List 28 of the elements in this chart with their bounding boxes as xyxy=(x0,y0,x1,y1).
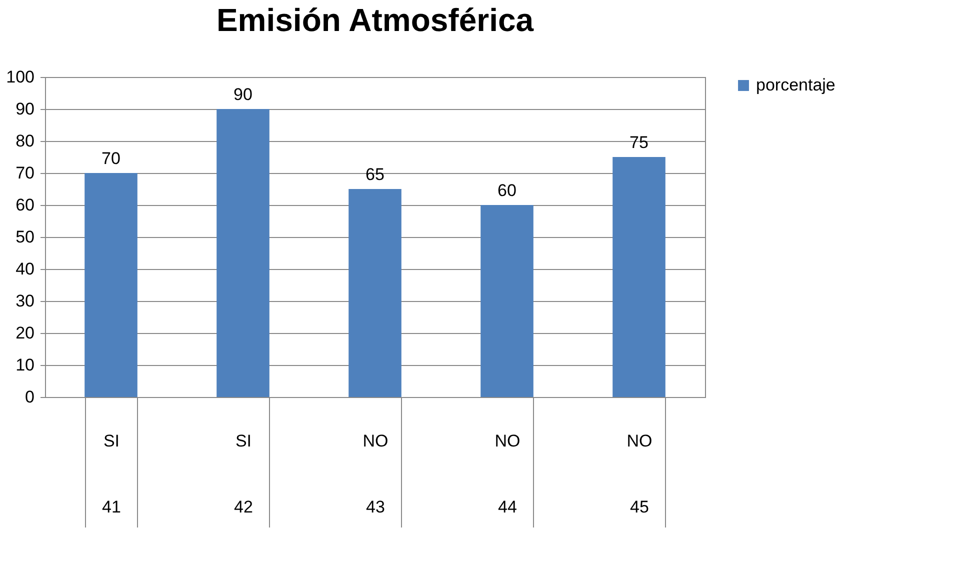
bar xyxy=(348,189,402,397)
y-tick-label: 100 xyxy=(6,68,34,86)
legend-label: porcentaje xyxy=(756,76,836,94)
data-label: 60 xyxy=(498,181,516,200)
category-label: SI 41 xyxy=(102,432,121,516)
data-label: 90 xyxy=(234,85,252,104)
y-tick-label: 80 xyxy=(16,132,34,150)
category-label: NO 44 xyxy=(494,432,520,516)
y-tick-label: 90 xyxy=(16,100,34,118)
bar xyxy=(216,109,270,397)
category-label: SI 42 xyxy=(234,432,253,516)
category-label: NO 43 xyxy=(362,432,388,516)
y-tick-label: 20 xyxy=(16,324,34,342)
y-tick-label: 70 xyxy=(16,164,34,182)
bar xyxy=(612,157,666,397)
bar xyxy=(84,173,138,397)
bar xyxy=(480,205,534,397)
category-label: NO 45 xyxy=(626,432,652,516)
y-tick-label: 0 xyxy=(25,388,34,406)
y-tick-label: 40 xyxy=(16,260,34,278)
data-label: 70 xyxy=(102,149,120,168)
data-label: 75 xyxy=(630,133,648,152)
chart-title: Emisión Atmosférica xyxy=(216,2,534,38)
y-tick-label: 30 xyxy=(16,292,34,310)
data-label: 65 xyxy=(366,165,384,184)
y-tick-label: 10 xyxy=(16,356,34,374)
y-tick-label: 50 xyxy=(16,228,34,246)
y-tick-label: 60 xyxy=(16,196,34,214)
